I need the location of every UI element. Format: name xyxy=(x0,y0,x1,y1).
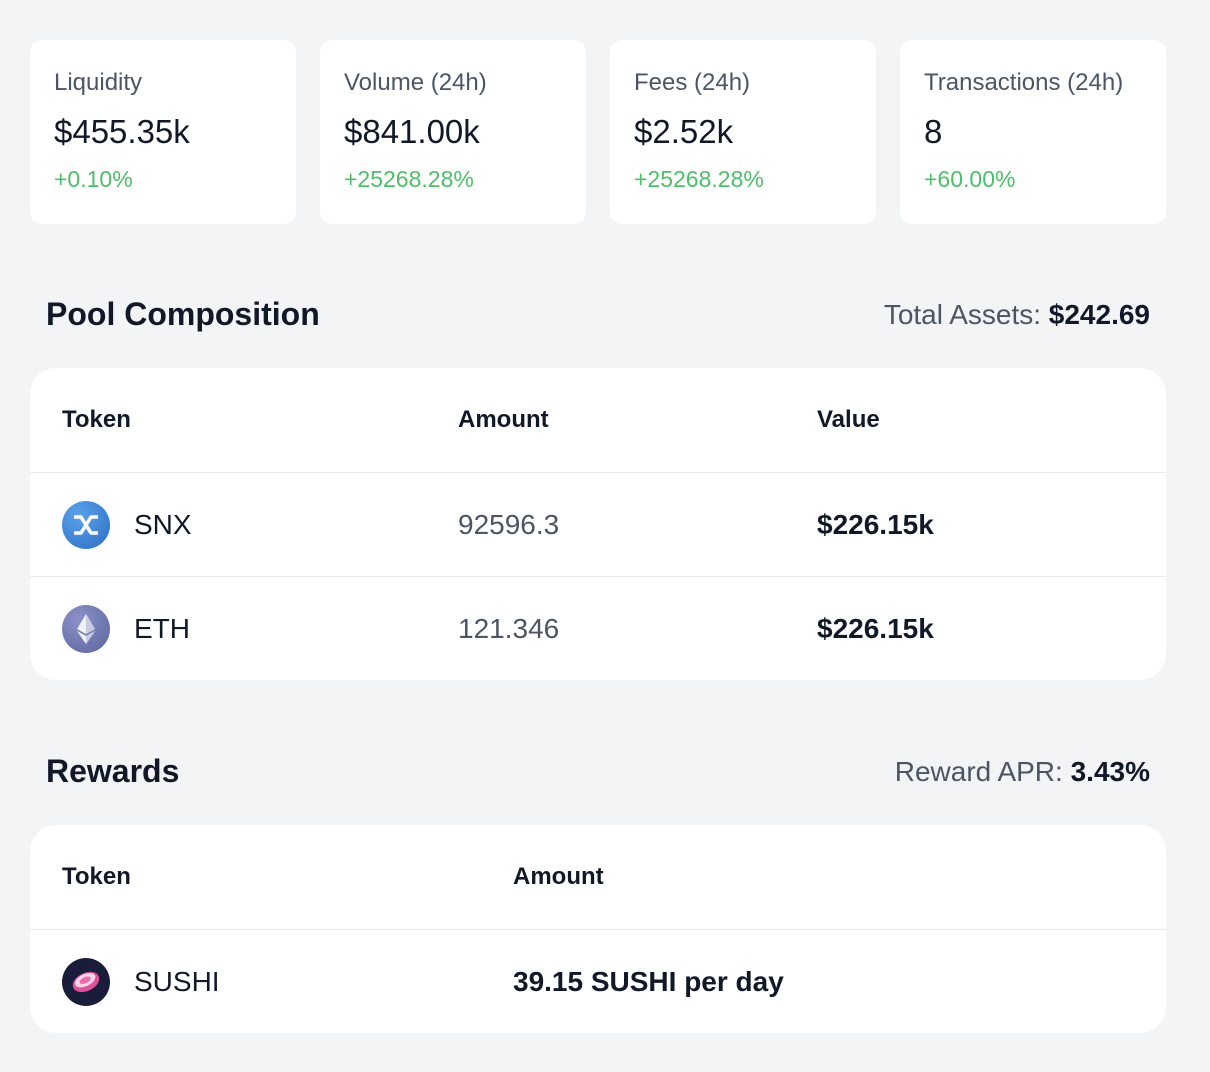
stat-value: $841.00k xyxy=(344,113,480,150)
header-token: Token xyxy=(62,406,131,433)
rewards-header: Rewards Reward APR: 3.43% xyxy=(46,753,1150,790)
stat-card-volume: Volume (24h) $841.00k +25268.28% xyxy=(320,40,586,224)
token-name: SUSHI xyxy=(134,965,220,997)
total-assets-label: Total Assets: xyxy=(883,298,1041,330)
table-row[interactable]: ETH 121.346 $226.15k xyxy=(30,576,1166,680)
snx-icon xyxy=(62,500,110,549)
value-cell: $226.15k xyxy=(817,612,934,644)
stat-label: Transactions (24h) xyxy=(924,69,1124,96)
stat-change: +25268.28% xyxy=(634,166,764,192)
stat-value: $2.52k xyxy=(634,113,734,150)
stat-value: $455.35k xyxy=(54,113,190,150)
token-cell: SUSHI xyxy=(62,930,220,1033)
total-assets-value: $242.69 xyxy=(1048,298,1150,330)
stats-row: Liquidity $455.35k +0.10% Volume (24h) $… xyxy=(30,40,1166,224)
reward-amount-cell: 39.15 SUSHI per day xyxy=(513,965,784,997)
token-name: ETH xyxy=(134,612,190,644)
header-amount: Amount xyxy=(513,863,604,890)
stat-value: 8 xyxy=(924,113,943,150)
table-header-row: Token Amount Value xyxy=(30,368,1166,472)
composition-title: Pool Composition xyxy=(46,296,320,332)
composition-table: Token Amount Value SNX 92596.3 $226.15k xyxy=(30,368,1166,680)
reward-apr: Reward APR: 3.43% xyxy=(895,756,1150,788)
total-assets: Total Assets: $242.69 xyxy=(884,299,1150,331)
rewards-title: Rewards xyxy=(46,753,180,789)
stat-label: Liquidity xyxy=(54,69,143,96)
table-header-row: Token Amount xyxy=(30,825,1166,929)
token-cell: SNX xyxy=(62,473,192,576)
stat-label: Fees (24h) xyxy=(634,69,751,96)
reward-apr-label: Reward APR: xyxy=(894,755,1063,787)
stat-card-transactions: Transactions (24h) 8 +60.00% xyxy=(900,40,1166,224)
amount-cell: 92596.3 xyxy=(458,508,560,540)
stat-card-liquidity: Liquidity $455.35k +0.10% xyxy=(30,40,296,224)
composition-header: Pool Composition Total Assets: $242.69 xyxy=(46,296,1150,333)
stat-change: +25268.28% xyxy=(344,166,474,192)
stat-card-fees: Fees (24h) $2.52k +25268.28% xyxy=(610,40,876,224)
sushi-icon xyxy=(62,957,110,1006)
token-name: SNX xyxy=(134,508,192,540)
table-row[interactable]: SUSHI 39.15 SUSHI per day xyxy=(30,929,1166,1033)
table-row[interactable]: SNX 92596.3 $226.15k xyxy=(30,472,1166,576)
value-cell: $226.15k xyxy=(817,508,934,540)
amount-cell: 121.346 xyxy=(458,612,560,644)
stat-change: +60.00% xyxy=(924,166,1016,192)
reward-apr-value: 3.43% xyxy=(1070,755,1150,787)
token-cell: ETH xyxy=(62,577,190,680)
header-token: Token xyxy=(62,863,131,890)
header-value: Value xyxy=(817,406,880,433)
stat-change: +0.10% xyxy=(54,166,133,192)
rewards-table: Token Amount SUSHI 39.15 SUSHI per day xyxy=(30,825,1166,1033)
stat-label: Volume (24h) xyxy=(344,69,487,96)
header-amount: Amount xyxy=(458,406,549,433)
eth-icon xyxy=(62,604,110,653)
